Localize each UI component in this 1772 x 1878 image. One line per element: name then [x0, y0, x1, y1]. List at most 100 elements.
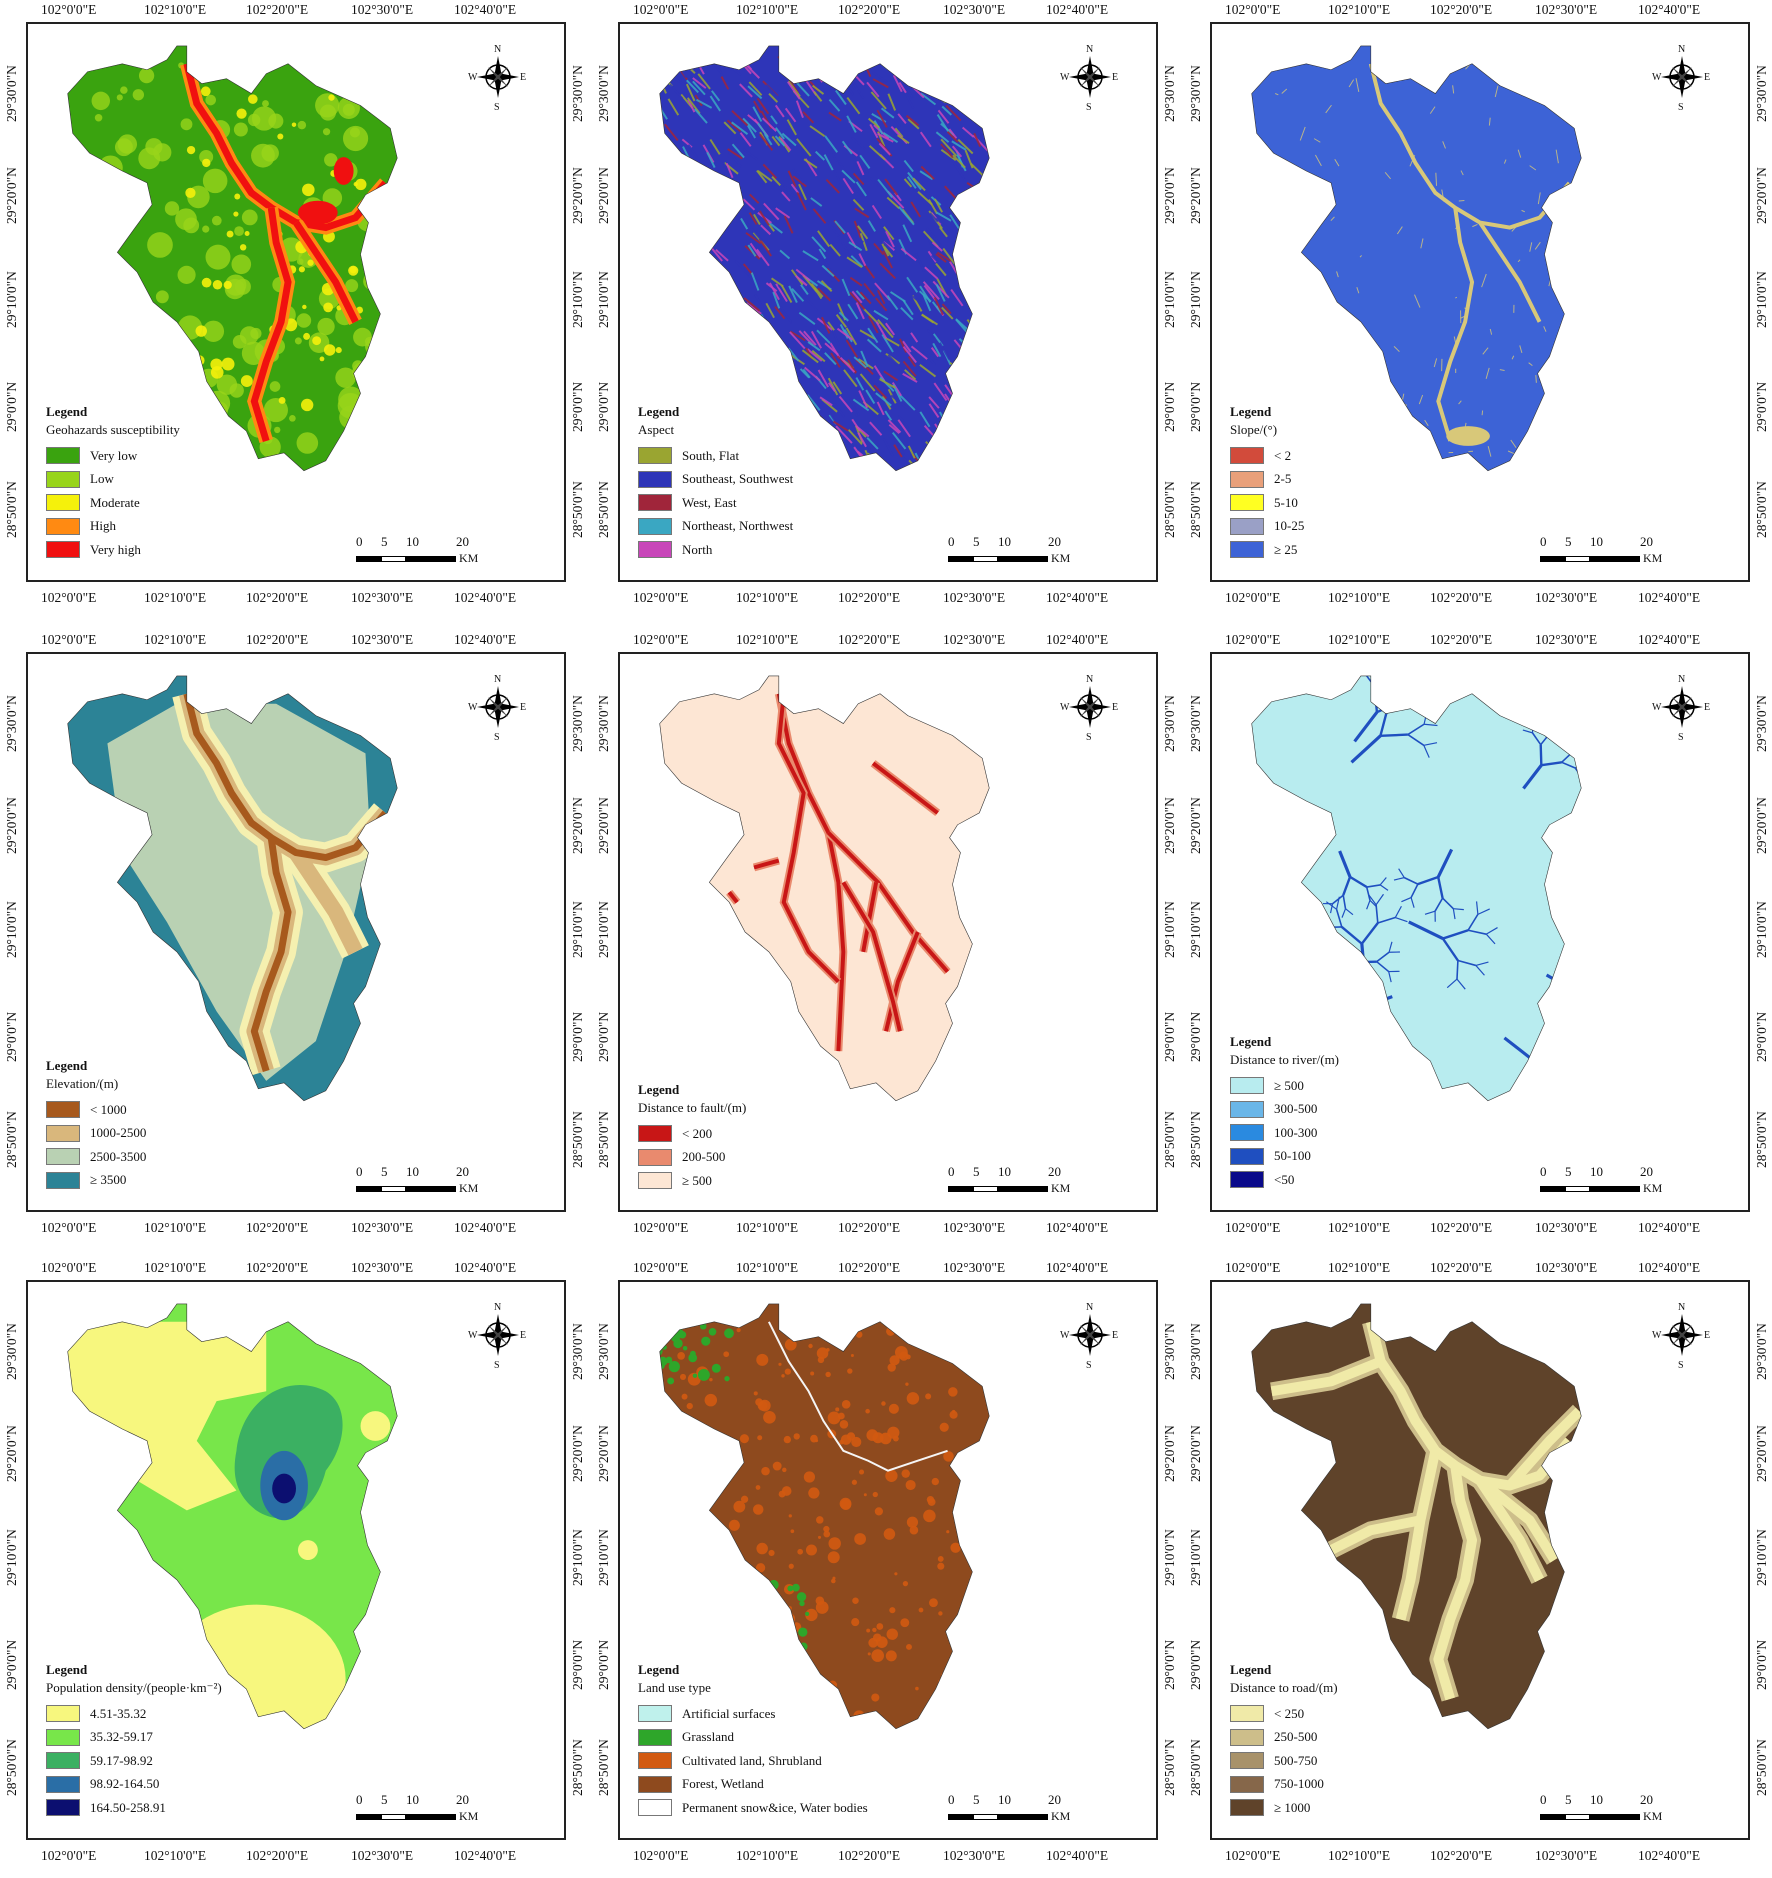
legend-item: 250-500	[1230, 1726, 1338, 1750]
legend-label: 35.32-59.17	[90, 1729, 153, 1745]
lon-label: 102°0'0"E	[633, 1848, 688, 1864]
legend-swatch	[638, 1125, 672, 1142]
compass-e: E	[1112, 72, 1118, 83]
legend-variable: Elevation/(m)	[46, 1076, 146, 1092]
lat-label: 28°50'0"N	[1162, 481, 1178, 538]
scale-segment	[1565, 1814, 1590, 1820]
legend-label: High	[90, 518, 116, 534]
lon-label: 102°0'0"E	[41, 2, 96, 18]
compass-w: W	[468, 72, 477, 83]
legend-item: Permanent snow&ice, Water bodies	[638, 1796, 868, 1820]
lat-label: 29°10'0"N	[570, 901, 586, 958]
legend-item: 98.92-164.50	[46, 1773, 222, 1797]
lat-label: 29°10'0"N	[4, 1529, 20, 1586]
lat-label: 28°50'0"N	[570, 1739, 586, 1796]
legend-swatch	[46, 1172, 80, 1189]
legend-item: 750-1000	[1230, 1773, 1338, 1797]
scale-segment	[948, 556, 973, 562]
compass-n: N	[1086, 674, 1093, 685]
lon-label: 102°40'0"E	[454, 2, 516, 18]
lon-label: 102°10'0"E	[736, 1260, 798, 1276]
lat-label: 29°30'0"N	[1754, 1323, 1770, 1380]
lon-label: 102°10'0"E	[1328, 2, 1390, 18]
scale-segment	[1590, 1186, 1640, 1192]
legend-label: 750-1000	[1274, 1776, 1324, 1792]
scale-tick: 20	[1640, 534, 1653, 550]
compass-n: N	[494, 44, 501, 55]
lon-label: 102°0'0"E	[1225, 590, 1280, 606]
legend-label: ≥ 25	[1274, 542, 1297, 558]
legend-label: Cultivated land, Shrubland	[682, 1753, 822, 1769]
legend-label: Very high	[90, 542, 141, 558]
scale-unit: KM	[1051, 1809, 1070, 1824]
scale-graphic: KM	[948, 1181, 1108, 1196]
legend-item: Very low	[46, 444, 180, 468]
scale-segment	[381, 1814, 406, 1820]
legend-label: Moderate	[90, 495, 140, 511]
compass-e: E	[1112, 702, 1118, 713]
legend-title: Legend	[1230, 1662, 1338, 1678]
lat-label: 29°20'0"N	[596, 167, 612, 224]
lat-label: 28°50'0"N	[1188, 1739, 1204, 1796]
lat-label: 28°50'0"N	[1754, 1111, 1770, 1168]
legend-label: 5-10	[1274, 495, 1298, 511]
lat-label: 29°10'0"N	[1188, 271, 1204, 328]
legend-item: 300-500	[1230, 1098, 1339, 1122]
scale-segment	[406, 1814, 456, 1820]
scale-tick: 5	[381, 1164, 388, 1180]
legend-swatch	[1230, 1705, 1264, 1722]
lon-label: 102°10'0"E	[1328, 1848, 1390, 1864]
legend-variable: Distance to road/(m)	[1230, 1680, 1338, 1696]
legend-label: ≥ 500	[682, 1173, 712, 1189]
legend-item: 2500-3500	[46, 1145, 146, 1169]
lat-label: 29°30'0"N	[1162, 695, 1178, 752]
scale-unit: KM	[1051, 551, 1070, 566]
compass-w: W	[1060, 72, 1069, 83]
lon-label: 102°20'0"E	[246, 2, 308, 18]
lat-label: 29°20'0"N	[596, 1425, 612, 1482]
lon-label: 102°20'0"E	[838, 590, 900, 606]
scale-tick: 10	[1590, 1164, 1603, 1180]
legend-variable: Distance to fault/(m)	[638, 1100, 746, 1116]
lat-label: 29°0'0"N	[4, 382, 20, 432]
scale-tick: 10	[406, 1792, 419, 1808]
lat-label: 29°30'0"N	[570, 1323, 586, 1380]
lon-label: 102°10'0"E	[144, 1848, 206, 1864]
legend-label: 200-500	[682, 1149, 725, 1165]
scale-segment	[973, 1814, 998, 1820]
legend-variable: Population density/(people·km⁻²)	[46, 1680, 222, 1696]
lat-label: 29°30'0"N	[1754, 695, 1770, 752]
lon-label: 102°10'0"E	[736, 2, 798, 18]
lat-label: 29°0'0"N	[1188, 382, 1204, 432]
lat-label: 29°20'0"N	[1162, 797, 1178, 854]
legend-swatch	[46, 1752, 80, 1769]
scale-tick: 0	[948, 534, 955, 550]
legend-swatch	[46, 1799, 80, 1816]
lon-label: 102°30'0"E	[1535, 590, 1597, 606]
lon-label: 102°30'0"E	[943, 1848, 1005, 1864]
lon-label: 102°0'0"E	[1225, 632, 1280, 648]
scale-tick: 20	[1640, 1164, 1653, 1180]
scale-tick: 20	[456, 534, 469, 550]
legend-label: 10-25	[1274, 518, 1304, 534]
lon-label: 102°0'0"E	[1225, 1260, 1280, 1276]
lat-label: 29°30'0"N	[596, 695, 612, 752]
legend-item: ≥ 500	[1230, 1074, 1339, 1098]
legend-label: Southeast, Southwest	[682, 471, 793, 487]
lon-label: 102°0'0"E	[41, 1260, 96, 1276]
legend-swatch	[638, 518, 672, 535]
lat-label: 29°20'0"N	[4, 1425, 20, 1482]
lat-label: 29°30'0"N	[1188, 65, 1204, 122]
